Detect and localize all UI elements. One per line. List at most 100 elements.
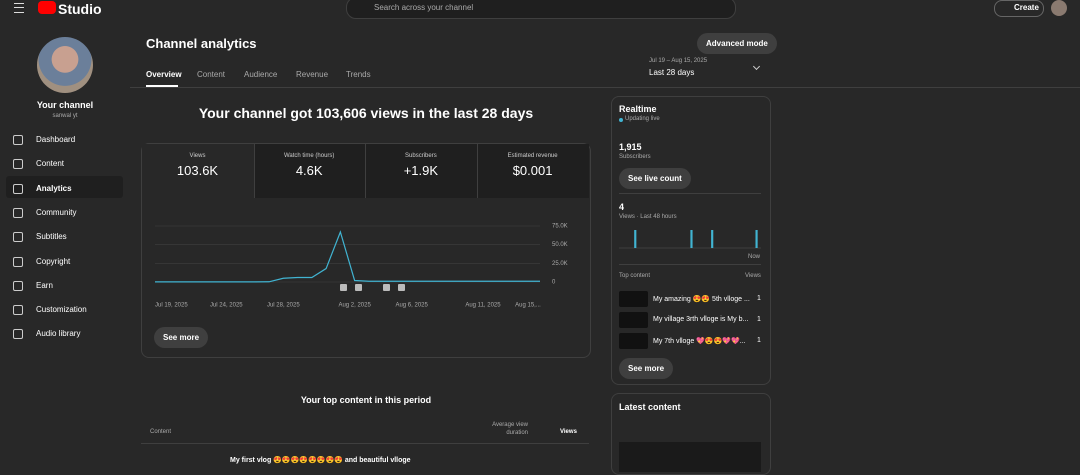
top-content-label: Top content: [619, 273, 651, 279]
stat-value: 103.6K: [176, 163, 219, 178]
stat-label: Views: [189, 153, 206, 159]
chevron[interactable]: [752, 62, 761, 71]
channel-name: sanwal yt: [52, 113, 78, 119]
nav-icon: [13, 183, 23, 194]
table-title: Your top content in this period: [300, 395, 432, 405]
tab[interactable]: Trends: [346, 70, 371, 79]
x-tick-label: Jul 19, 2025: [155, 303, 188, 309]
tab[interactable]: Overview: [146, 70, 182, 79]
content-views: 1: [757, 337, 761, 344]
advanced-mode[interactable]: Advanced mode: [697, 33, 777, 54]
thumbnail: [619, 291, 648, 307]
stat-tab[interactable]: [142, 144, 253, 198]
tab[interactable]: Revenue: [296, 70, 329, 79]
y-tick-label: 75.0K: [552, 224, 568, 230]
logo[interactable]: [38, 1, 56, 14]
nav-item[interactable]: Earn: [36, 280, 53, 290]
create-button[interactable]: [994, 0, 1044, 17]
x-tick-label: Aug 11, 2025: [465, 303, 501, 309]
nav-icon: [13, 207, 23, 218]
table-row[interactable]: My first vlog 😍😍😍😍😍😍😍😍 and beautiful vll…: [230, 457, 411, 464]
nav-item[interactable]: Customization: [36, 305, 87, 315]
latest-title: Latest content: [619, 402, 681, 412]
x-tick-label: Aug 2, 2025: [338, 303, 371, 309]
column-header: Content: [150, 429, 172, 435]
tab[interactable]: Audience: [244, 70, 278, 79]
thumbnail: [619, 333, 648, 349]
x-tick-label: Aug 6, 2025: [395, 303, 428, 309]
now-label: Now: [748, 254, 761, 260]
nav-icon: [13, 329, 23, 340]
video-marker: [383, 284, 390, 291]
realtime-bar: [690, 230, 693, 248]
stat-tab[interactable]: [477, 144, 590, 198]
y-tick-label: 25.0K: [552, 261, 568, 267]
divider: [619, 193, 761, 194]
menu-icon[interactable]: [14, 3, 24, 13]
video-marker: [340, 284, 347, 291]
stat-tab[interactable]: [365, 144, 478, 198]
video-marker: [398, 284, 405, 291]
avatar[interactable]: [1051, 0, 1067, 16]
content-title[interactable]: My 7th vlloge 💖😍😍💖💖...: [653, 338, 746, 345]
stat-value: $0.001: [512, 163, 553, 178]
line: [155, 230, 540, 283]
realtime-card: [611, 96, 771, 385]
tab-underline: [146, 85, 178, 87]
nav-icon: [13, 280, 23, 291]
search-box[interactable]: [346, 0, 736, 19]
divider: [141, 443, 589, 444]
chart: 0 25.0K 50.0K 75.0K Jul 19, 2025 Jul 24, 2025…: [155, 224, 568, 309]
search-placeholder: Search across your channel: [374, 3, 474, 12]
channel-avatar[interactable]: [37, 37, 93, 93]
x-tick-label: Jul 24, 2025: [210, 303, 243, 309]
content-title[interactable]: My village 3rth vlloge is My b...: [653, 316, 749, 323]
y-tick-label: 0: [552, 280, 556, 286]
brand: Studio: [58, 1, 102, 17]
content-title[interactable]: My amazing 😍😍 5th vlloge ...: [653, 296, 750, 303]
content-views: 1: [757, 316, 761, 323]
nav-icon: [13, 159, 23, 170]
nav-item[interactable]: Analytics: [36, 183, 72, 193]
realtime-bar: [755, 230, 758, 248]
page-title: Channel analytics: [146, 36, 257, 51]
thumbnail: [619, 442, 761, 472]
video-marker: [355, 284, 362, 291]
stat-label: Subscribers: [405, 153, 437, 159]
thumbnail: [619, 312, 648, 328]
create-label: Create: [1014, 3, 1039, 12]
stat-label: Watch time (hours): [283, 153, 335, 159]
realtime-bar: [634, 230, 637, 248]
nav-icon: [13, 135, 23, 145]
subscribers-count: 1,915: [619, 142, 642, 152]
stat-tab[interactable]: [253, 144, 366, 198]
date-range: Jul 19 – Aug 15, 2025: [649, 58, 708, 64]
stat-label: Estimated revenue: [507, 153, 558, 159]
divider: [619, 264, 761, 265]
nav-icon: [13, 256, 23, 267]
headline: Your channel got 103,606 views in the la…: [198, 105, 534, 121]
nav-item[interactable]: Community: [36, 207, 77, 217]
nav-icon: [13, 232, 23, 243]
nav-item[interactable]: Copyright: [36, 256, 71, 266]
see-more[interactable]: See more: [619, 358, 674, 379]
nav-item[interactable]: Subtitles: [36, 232, 67, 242]
nav-icon: [13, 305, 23, 316]
divider: [130, 87, 1080, 88]
x-tick-label: Aug 15,...: [515, 303, 541, 309]
nav-item[interactable]: Dashboard: [36, 135, 76, 144]
nav-item[interactable]: Content: [36, 159, 65, 169]
content-views: 1: [757, 295, 761, 302]
x-tick-label: Jul 28, 2025: [267, 303, 300, 309]
summary-card: [141, 143, 591, 358]
live-count-button[interactable]: See live count: [619, 168, 691, 189]
views-column: Views: [745, 273, 761, 279]
live-dot: [619, 118, 623, 122]
y-tick-label: 50.0K: [552, 242, 568, 248]
see-more[interactable]: See more: [154, 327, 209, 348]
period[interactable]: Last 28 days: [649, 68, 695, 77]
column-header: Average view duration: [492, 422, 528, 436]
nav-item[interactable]: Audio library: [36, 329, 81, 339]
tab[interactable]: Content: [197, 70, 226, 79]
realtime-chart: [619, 230, 761, 249]
